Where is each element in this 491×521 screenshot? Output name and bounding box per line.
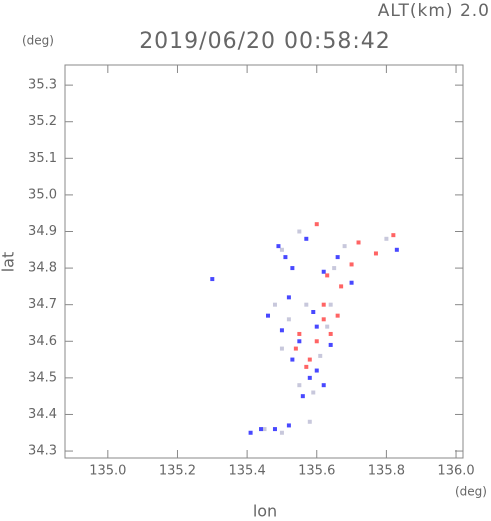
echo-point <box>349 280 354 285</box>
echo-point <box>304 236 309 241</box>
y-tick-label: 35.2 <box>28 114 57 129</box>
x-unit: (deg) <box>455 485 487 499</box>
echo-point <box>339 284 344 289</box>
echo-point <box>311 390 316 395</box>
echo-point <box>297 331 302 336</box>
echo-point <box>335 255 340 260</box>
echo-point <box>314 339 319 344</box>
chart-title: 2019/06/20 00:58:42 <box>139 29 391 54</box>
echo-point <box>373 251 378 256</box>
echo-point <box>286 317 291 322</box>
echo-point <box>328 302 333 307</box>
y-tick-label: 34.5 <box>28 370 57 385</box>
y-tick-label: 34.3 <box>28 444 57 459</box>
y-tick-label: 35.1 <box>28 151 57 166</box>
echo-point <box>266 313 271 318</box>
echo-point <box>272 302 277 307</box>
x-tick-label: 135.6 <box>298 464 335 479</box>
x-tick-label: 135.8 <box>368 464 405 479</box>
y-tick-label: 34.4 <box>28 407 57 422</box>
echo-point <box>328 331 333 336</box>
echo-point <box>307 375 312 380</box>
y-tick-label: 35.0 <box>28 187 57 202</box>
echo-point <box>325 324 330 329</box>
echo-point <box>279 346 284 351</box>
x-tick-label: 135.0 <box>89 464 126 479</box>
y-tick-label: 34.7 <box>28 297 57 312</box>
echo-point <box>283 255 288 260</box>
echo-point <box>286 423 291 428</box>
x-tick-label: 135.4 <box>229 464 266 479</box>
echo-point <box>384 236 389 241</box>
echo-point <box>328 342 333 347</box>
echo-point <box>321 383 326 388</box>
echo-point <box>300 394 305 399</box>
echo-point <box>332 266 337 271</box>
y-tick-label: 34.6 <box>28 334 57 349</box>
echo-point <box>311 309 316 314</box>
echo-point <box>262 427 267 432</box>
x-tick-label: 135.2 <box>159 464 196 479</box>
echo-point <box>290 266 295 271</box>
echo-point <box>321 302 326 307</box>
echo-point <box>276 244 281 249</box>
echo-point <box>335 313 340 318</box>
y-axis-label: lat <box>0 252 18 273</box>
echo-point <box>325 273 330 278</box>
echo-point <box>297 383 302 388</box>
echo-point <box>321 317 326 322</box>
plot-frame <box>64 64 464 459</box>
echo-point <box>279 430 284 435</box>
x-tick-label: 136.0 <box>437 464 474 479</box>
echo-point <box>307 357 312 362</box>
echo-point <box>248 430 253 435</box>
echo-point <box>279 247 284 252</box>
y-tick-label: 34.8 <box>28 261 57 276</box>
echo-point <box>314 222 319 227</box>
altitude-label: ALT(km) 2.0 <box>378 1 490 21</box>
y-unit: (deg) <box>22 34 54 48</box>
echo-point <box>210 277 215 282</box>
echo-point <box>259 427 264 432</box>
echo-point <box>321 269 326 274</box>
echo-point <box>391 233 396 238</box>
y-tick-label: 35.3 <box>28 78 57 93</box>
echo-point <box>318 353 323 358</box>
echo-point <box>279 328 284 333</box>
echo-point <box>304 364 309 369</box>
echo-point <box>314 368 319 373</box>
y-tick-label: 34.9 <box>28 224 57 239</box>
echo-point <box>342 244 347 249</box>
echo-point <box>286 295 291 300</box>
echo-point <box>304 302 309 307</box>
echo-point <box>349 262 354 267</box>
echo-point <box>314 324 319 329</box>
echo-point <box>307 419 312 424</box>
echo-point <box>290 357 295 362</box>
echo-point <box>297 229 302 234</box>
echo-point <box>272 427 277 432</box>
echo-point <box>293 346 298 351</box>
echo-point <box>356 240 361 245</box>
echo-point <box>394 247 399 252</box>
echo-point <box>297 339 302 344</box>
x-axis-label: lon <box>253 502 277 521</box>
